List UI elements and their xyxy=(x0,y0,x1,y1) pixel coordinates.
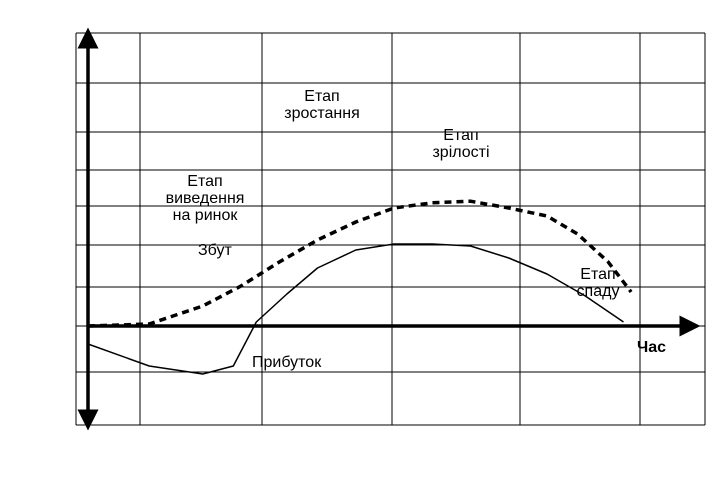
annotation-profit-label: Прибуток xyxy=(252,354,322,371)
x-axis-label: Час xyxy=(637,339,666,356)
series-layer xyxy=(87,199,633,375)
annotation-maturity-stage: Етап зрілості xyxy=(432,127,489,161)
annotation-decline-stage: Етап спаду xyxy=(577,266,620,300)
grid xyxy=(75,32,706,426)
labels-layer: Етап виведення на ринок Етап зростання Етап зр… xyxy=(166,88,620,371)
annotation-sales-label: Збут xyxy=(198,242,232,259)
annotation-introduction-stage: Етап виведення на ринок xyxy=(166,173,245,224)
series-line-sales xyxy=(87,199,633,328)
axes: Час xyxy=(77,27,701,431)
annotation-growth-stage: Етап зростання xyxy=(284,88,360,122)
series-line-profit xyxy=(87,243,624,375)
